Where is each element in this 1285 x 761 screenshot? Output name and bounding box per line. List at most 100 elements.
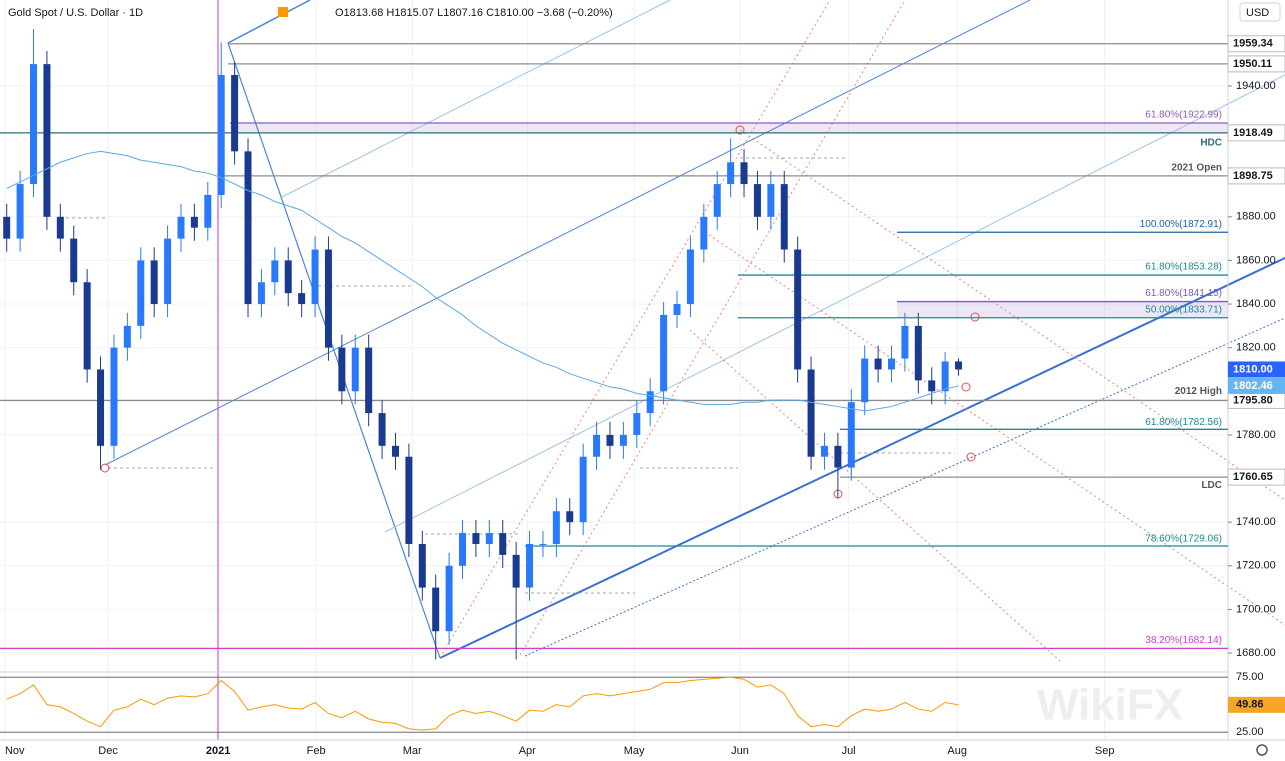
x-tick-label: May: [624, 745, 645, 757]
pivot-marker: [970, 312, 980, 322]
candle-body: [673, 304, 681, 315]
candle-body: [137, 260, 145, 326]
rsi-value-box: [1228, 696, 1285, 713]
candle-body: [834, 445, 842, 468]
candle-body: [874, 358, 882, 370]
candle-body: [324, 249, 332, 348]
candle-body: [204, 194, 212, 228]
drawings: [60, 0, 1285, 740]
candle-body: [593, 434, 601, 457]
candle-body: [244, 151, 252, 305]
level-text: 2021 Open: [1171, 163, 1222, 174]
chart-title: Gold Spot / U.S. Dollar · 1D: [8, 7, 143, 19]
candle-body: [566, 511, 574, 523]
candle-body: [365, 347, 373, 414]
level-text: 78.60%(1729.06): [1145, 534, 1222, 545]
candle-body: [338, 347, 346, 392]
price-label: 1950.11: [1233, 58, 1272, 70]
candle-body: [418, 543, 426, 588]
trend-line: [227, 42, 441, 659]
price-label: 1959.34: [1233, 38, 1274, 50]
candle-body: [539, 543, 547, 545]
candle-body: [552, 511, 560, 544]
candle-body: [405, 456, 413, 544]
x-tick-label: Sep: [1095, 745, 1115, 757]
pivot-marker: [966, 452, 976, 462]
candle-body: [445, 565, 453, 632]
level-text: 50.00%(1833.71): [1145, 304, 1222, 315]
x-tick-label: Jul: [842, 745, 856, 757]
rsi-line: [6, 676, 959, 731]
candle-body: [485, 533, 493, 544]
pivot-marker: [961, 382, 971, 392]
candle-body: [150, 260, 158, 305]
price-label-box: [1227, 35, 1285, 53]
level-text: LDC: [1201, 480, 1222, 491]
ma-value-label: 1802.46: [1233, 380, 1273, 392]
candle-body: [619, 434, 627, 446]
candle-body: [177, 216, 185, 239]
level-zone: [897, 301, 1228, 318]
pitchfork-line: [439, 0, 831, 659]
rsi-tick-label: 75.00: [1236, 671, 1264, 683]
candle-body: [190, 216, 198, 228]
y-tick-label: 1720.00: [1236, 560, 1276, 572]
candle-body: [56, 216, 64, 239]
watermark: WikiFX: [1037, 681, 1183, 730]
candle-body: [713, 184, 721, 217]
candle-body: [633, 413, 641, 435]
candle-body: [794, 249, 802, 370]
x-tick-label: Nov: [5, 745, 25, 757]
channel-line: [279, 0, 671, 199]
candle-body: [767, 184, 775, 217]
level-text: 61.80%(1841.15): [1145, 288, 1222, 299]
pitchfork-line: [704, 231, 1285, 626]
level-text: HDC: [1200, 137, 1222, 148]
support-trendline: [439, 257, 1285, 659]
ma-value-box: [1228, 377, 1285, 394]
candle-body: [606, 434, 614, 446]
candle-body: [43, 64, 51, 217]
candle-body: [941, 361, 949, 392]
candle-body: [512, 554, 520, 588]
price-label-box: [1227, 167, 1285, 185]
candle-body: [914, 325, 922, 381]
candle-body: [955, 361, 963, 370]
x-tick-label: Mar: [403, 745, 422, 757]
level-zone: [230, 123, 1228, 133]
level-text: 61.80%(1853.28): [1145, 262, 1222, 273]
candle-body: [740, 162, 748, 185]
x-tick-label: Jun: [731, 745, 749, 757]
currency-button[interactable]: [1239, 2, 1281, 22]
candle-body: [727, 162, 735, 185]
candle-body: [472, 533, 480, 544]
candle-body: [378, 413, 386, 446]
level-text: 2012 High: [1175, 386, 1222, 397]
candle-body: [579, 456, 587, 523]
candle-body: [16, 184, 24, 239]
candle-body: [351, 347, 359, 392]
candle-body: [83, 282, 91, 370]
currency-label[interactable]: USD: [1246, 7, 1269, 19]
candle-body: [271, 260, 279, 283]
candle-body: [164, 238, 172, 305]
candle-body: [526, 543, 534, 588]
candle-body: [70, 238, 78, 283]
candle-body: [3, 216, 11, 239]
y-tick-label: 1860.00: [1236, 254, 1276, 266]
candle-body: [807, 369, 815, 457]
candle-body: [861, 358, 869, 403]
channel-line: [384, 74, 1285, 533]
moving-average: [6, 150, 959, 412]
y-tick-label: 1940.00: [1236, 80, 1276, 92]
candle-body: [888, 358, 896, 370]
candle-body: [217, 75, 225, 195]
candle-body: [901, 325, 909, 359]
candle-body: [97, 369, 105, 446]
candle-body: [646, 391, 654, 414]
y-tick-label: 1880.00: [1236, 211, 1276, 223]
settings-icon[interactable]: [1256, 744, 1268, 756]
candle-body: [432, 587, 440, 632]
candle-body: [847, 402, 855, 468]
